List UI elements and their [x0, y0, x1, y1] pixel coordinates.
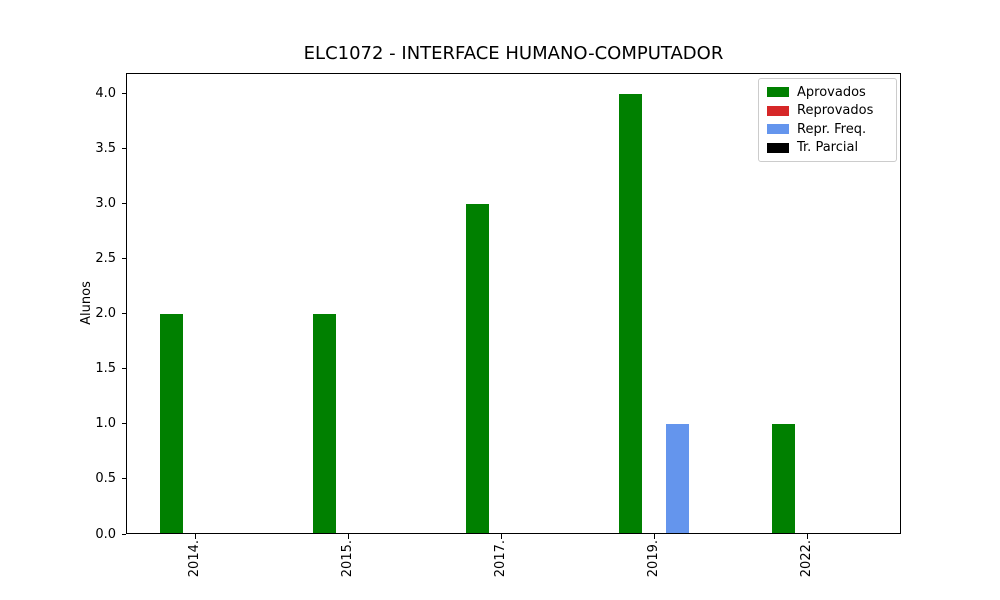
bar-aprovados-2015: [312, 313, 337, 534]
y-tick-mark: [121, 258, 126, 260]
legend-label: Repr. Freq.: [797, 121, 867, 137]
y-tick-label: 3.5: [95, 141, 116, 157]
x-tick-mark: [806, 534, 808, 539]
legend-label: Aprovados: [797, 84, 866, 100]
legend-label: Tr. Parcial: [797, 140, 859, 156]
x-tick-label: 2015.: [340, 540, 355, 578]
legend-swatch-icon: [767, 142, 789, 153]
x-tick-mark: [653, 534, 655, 539]
bar-repr-freq-2019: [665, 423, 690, 534]
bar-aprovados-2017: [465, 203, 490, 534]
y-tick-label: 4.0: [95, 86, 116, 102]
bar-aprovados-2014: [159, 313, 184, 534]
y-axis-label: Alunos: [79, 281, 94, 325]
x-tick-label: 2017.: [493, 540, 508, 578]
legend-swatch-icon: [767, 105, 789, 116]
chart-title: ELC1072 - INTERFACE HUMANO-COMPUTADOR: [303, 43, 724, 64]
y-tick-label: 2.5: [95, 251, 116, 267]
y-tick-mark: [121, 368, 126, 370]
bar-aprovados-2019: [618, 93, 643, 534]
legend: Aprovados Reprovados Repr. Freq. Tr. Parcia…: [758, 78, 897, 162]
legend-item: Aprovados: [767, 85, 888, 100]
legend-item: Repr. Freq.: [767, 122, 888, 137]
y-tick-mark: [121, 93, 126, 95]
y-tick-mark: [121, 148, 126, 150]
y-tick-mark: [121, 423, 126, 425]
legend-label: Reprovados: [797, 103, 874, 119]
y-tick-mark: [121, 203, 126, 205]
x-tick-label: 2019.: [646, 540, 661, 578]
y-tick-label: 0.0: [95, 526, 116, 542]
y-tick-mark: [121, 533, 126, 535]
x-tick-mark: [500, 534, 502, 539]
legend-item: Tr. Parcial: [767, 140, 888, 155]
y-tick-mark: [121, 478, 126, 480]
legend-swatch-icon: [767, 87, 789, 98]
y-tick-label: 0.5: [95, 471, 116, 487]
x-tick-label: 2014.: [187, 540, 202, 578]
x-tick-mark: [347, 534, 349, 539]
legend-swatch-icon: [767, 124, 789, 135]
y-tick-label: 1.0: [95, 416, 116, 432]
x-tick-label: 2022.: [799, 540, 814, 578]
x-tick-mark: [194, 534, 196, 539]
bar-aprovados-2022: [771, 423, 796, 534]
y-tick-label: 1.5: [95, 361, 116, 377]
legend-item: Reprovados: [767, 103, 888, 118]
y-tick-label: 3.0: [95, 196, 116, 212]
y-tick-label: 2.0: [95, 306, 116, 322]
y-tick-mark: [121, 313, 126, 315]
